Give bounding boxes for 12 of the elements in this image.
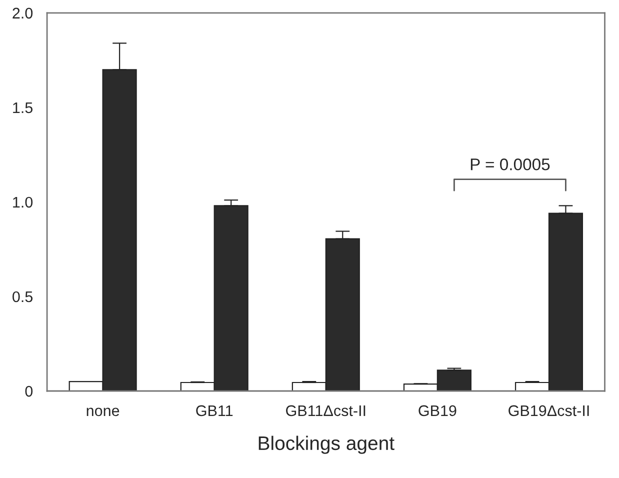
x-tick-label: GB19 — [418, 405, 456, 416]
x-tick-label: GB11 — [196, 405, 233, 416]
y-tick-label: 1.0 — [13, 196, 33, 208]
y-tick-label: 0.5 — [12, 291, 33, 302]
y-tick-label: 1.5 — [13, 102, 33, 114]
y-tick-label: 2.0 — [12, 8, 33, 19]
y-tick-label: 0 — [25, 386, 33, 397]
x-tick-label: none — [86, 408, 120, 416]
x-tick-label: GB11Δcst-II — [286, 405, 366, 416]
x-axis-title: Blockings agent — [258, 436, 394, 454]
x-tick-label: GB19Δcst-II — [508, 405, 589, 416]
annotation: P = 0.0005 — [470, 158, 550, 170]
